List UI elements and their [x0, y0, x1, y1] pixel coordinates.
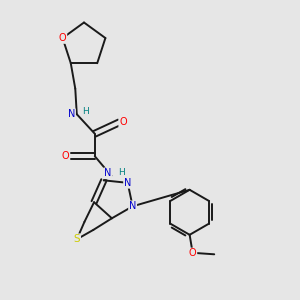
Text: O: O	[62, 151, 70, 160]
Text: H: H	[82, 107, 88, 116]
Text: H: H	[118, 168, 125, 177]
Text: O: O	[119, 117, 127, 127]
Text: S: S	[74, 234, 80, 244]
Text: O: O	[189, 248, 196, 258]
Text: N: N	[129, 201, 136, 211]
Text: N: N	[124, 178, 131, 188]
Text: N: N	[104, 168, 111, 178]
Text: O: O	[59, 33, 66, 43]
Text: N: N	[68, 109, 75, 119]
